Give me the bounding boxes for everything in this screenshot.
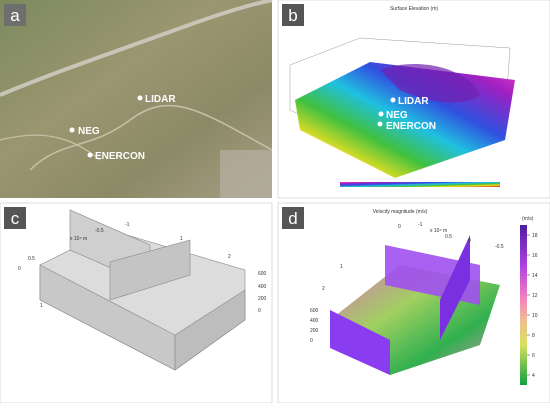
panel-label-box	[4, 207, 26, 229]
colorbar-tick-label: 6	[532, 353, 535, 359]
mesh-wall	[174, 289, 246, 371]
panel-title: Velocity magnitude (m/s)	[373, 209, 428, 215]
axis-label: -0.5	[95, 228, 104, 234]
panel-label: b	[288, 6, 297, 25]
colorbar-tick-label: 12	[532, 293, 538, 299]
colorbar-unit: (m/s)	[522, 216, 534, 222]
marker	[377, 121, 383, 127]
road	[0, 0, 273, 97]
terrain-feature	[380, 64, 480, 103]
colorbar-tick-label: 16	[532, 253, 538, 259]
velocity-wall	[330, 310, 390, 375]
colorbar-tick-label: 14	[532, 273, 538, 279]
axis-label: 200	[310, 328, 319, 334]
marker-label: ENERCON	[95, 151, 145, 162]
colorbar-tick-label: 10	[532, 313, 538, 319]
colorbar-tick-label: 18	[532, 233, 538, 239]
panel-label-box	[4, 4, 26, 26]
axis-label: 0.5	[445, 234, 452, 240]
panel-b: Surface Elevation (m) b LIDAR NEG ENERCO…	[277, 0, 550, 199]
marker	[378, 111, 384, 117]
panel-label-box	[282, 207, 304, 229]
town	[220, 150, 272, 198]
velocity-wall	[440, 235, 470, 340]
mesh-fin	[109, 239, 191, 301]
colorbar-tick-label: 4	[532, 373, 535, 379]
axis-label: -0.5	[495, 244, 504, 250]
panel-d: Velocity magnitude (m/s) (m/s) d 1816141…	[277, 202, 550, 404]
axis-label: 2	[228, 254, 231, 260]
axis-label: 2	[322, 286, 325, 292]
axis-label: 1	[180, 236, 183, 242]
marker-label: LIDAR	[145, 94, 176, 105]
axis-label: x 10⁴ m	[70, 236, 87, 242]
panel-label-box	[282, 4, 304, 26]
axis-label: 400	[258, 284, 267, 290]
axis-label: -1	[125, 222, 130, 228]
panel-title: Surface Elevation (m)	[390, 6, 438, 12]
marker-label: NEG	[386, 110, 408, 121]
axis-label: 600	[258, 271, 267, 277]
axis-label: 0	[398, 224, 401, 230]
axis-label: 0	[18, 266, 21, 272]
colorbar	[340, 182, 500, 187]
marker-label: LIDAR	[398, 96, 429, 107]
axis-label: 400	[310, 318, 319, 324]
marker	[87, 152, 93, 158]
panel-label: d	[288, 209, 297, 228]
axis-label: 1	[40, 303, 43, 309]
marker	[137, 95, 143, 101]
axis-label: x 10⁴ m	[430, 228, 447, 234]
axis-label: 0	[310, 338, 313, 344]
panel-label: c	[11, 209, 20, 228]
marker	[390, 97, 396, 103]
panel-label: a	[10, 6, 20, 25]
axis-label: 0.5	[28, 256, 35, 262]
colorbar	[520, 225, 527, 385]
axis-label: 0	[258, 308, 261, 314]
axis-label: 1	[340, 264, 343, 270]
colorbar-tick-label: 8	[532, 333, 535, 339]
axis-label: 0	[468, 238, 471, 244]
marker-label: ENERCON	[386, 121, 436, 132]
panel-a: a LIDAR NEG ENERCON	[0, 0, 273, 198]
marker	[69, 127, 75, 133]
panel-c: c x 10⁴ m -0.5 -1 1 0.5 0 600 400 200 0 2 1	[0, 202, 273, 404]
axis-label: 200	[258, 296, 267, 302]
road	[29, 104, 273, 171]
marker-label: NEG	[78, 126, 100, 137]
axis-label: -1	[418, 222, 423, 228]
axis-label: 600	[310, 308, 319, 314]
